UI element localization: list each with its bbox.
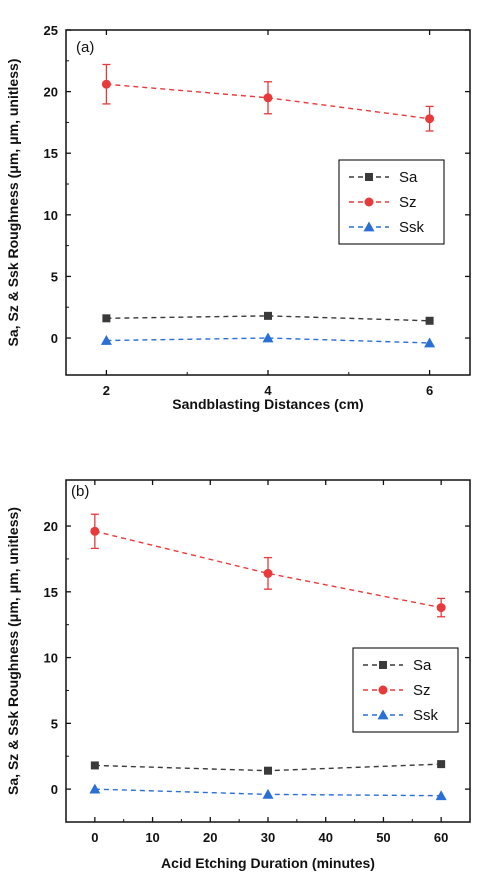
- legend-marker: [379, 661, 387, 669]
- data-point: [263, 93, 273, 103]
- data-point: [262, 332, 274, 343]
- data-point: [435, 790, 447, 801]
- y-tick-label: 15: [44, 585, 58, 600]
- data-point: [262, 788, 274, 799]
- data-point: [424, 337, 436, 348]
- legend-label: Sa: [399, 169, 418, 186]
- y-tick-label: 20: [44, 85, 58, 100]
- legend-marker: [364, 197, 374, 207]
- x-tick-label: 50: [376, 830, 390, 845]
- data-point: [263, 568, 273, 578]
- legend-marker: [365, 173, 373, 181]
- series-ssk: [100, 332, 436, 348]
- x-axis-title: Sandblasting Distances (cm): [172, 396, 363, 412]
- legend-box: [338, 159, 445, 245]
- panel-label: (b): [71, 483, 89, 500]
- y-tick-label: 5: [51, 269, 58, 284]
- data-point: [89, 783, 101, 794]
- y-axis-title: Sa, Sz & Ssk Roughness (μm, μm, unitless…: [5, 59, 21, 347]
- legend-label: Sz: [413, 682, 431, 699]
- y-tick-label: 15: [44, 146, 58, 161]
- data-point: [264, 766, 272, 775]
- data-point: [100, 335, 112, 345]
- legend-label: Sa: [413, 657, 432, 674]
- x-tick-label: 0: [91, 830, 98, 845]
- chart-panel-b: 0 10 20 30 40 50 60 0 5 10 15 20 Acid Etching Durati…: [5, 479, 471, 871]
- legend-label: Ssk: [399, 219, 425, 236]
- y-tick-label: 5: [51, 716, 58, 731]
- x-axis-title: Acid Etching Duration (minutes): [161, 855, 375, 871]
- series-sa: [102, 311, 434, 325]
- panel-label: (a): [76, 39, 94, 56]
- legend-label: Sz: [399, 194, 417, 211]
- x-tick-label: 30: [261, 830, 275, 845]
- series-sz: [101, 63, 435, 132]
- y-tick-label: 20: [44, 519, 58, 534]
- x-tick-label: 6: [426, 383, 433, 398]
- y-tick-label: 0: [51, 331, 58, 346]
- legend-box: [352, 647, 459, 733]
- y-tick-label: 10: [44, 651, 58, 666]
- legend-marker: [363, 221, 375, 232]
- data-point: [101, 79, 111, 89]
- y-tick-label: 10: [44, 208, 58, 223]
- x-tick-label: 40: [318, 830, 332, 845]
- data-point: [90, 526, 100, 536]
- legend-marker: [377, 709, 389, 720]
- x-tick-label: 4: [264, 383, 272, 398]
- data-point: [264, 311, 272, 320]
- legend-label: Ssk: [413, 707, 439, 724]
- x-tick-label: 60: [434, 830, 448, 845]
- data-point: [425, 316, 434, 325]
- series-sa: [90, 760, 446, 775]
- x-tick-label: 10: [145, 830, 159, 845]
- data-point: [102, 314, 111, 323]
- y-tick-label: 0: [51, 782, 58, 797]
- legend-marker: [378, 685, 388, 695]
- data-point: [436, 603, 446, 613]
- legend: Sa Sz Ssk: [338, 159, 445, 245]
- data-point: [425, 114, 435, 124]
- data-point: [437, 760, 446, 769]
- chart-panel-a: 2 4 6 0 5 10 15 20 25 Sandblasting Distances (cm)…: [5, 23, 471, 412]
- series-sz: [90, 513, 446, 618]
- y-tick-label: 25: [44, 23, 58, 38]
- data-point: [90, 761, 99, 770]
- x-tick-label: 20: [203, 830, 217, 845]
- x-tick-label: 2: [103, 383, 110, 398]
- legend: Sa Sz Ssk: [352, 647, 459, 733]
- y-axis-title: Sa, Sz & Ssk Roughness (μm, μm, unitless…: [5, 507, 21, 795]
- series-ssk: [89, 783, 447, 801]
